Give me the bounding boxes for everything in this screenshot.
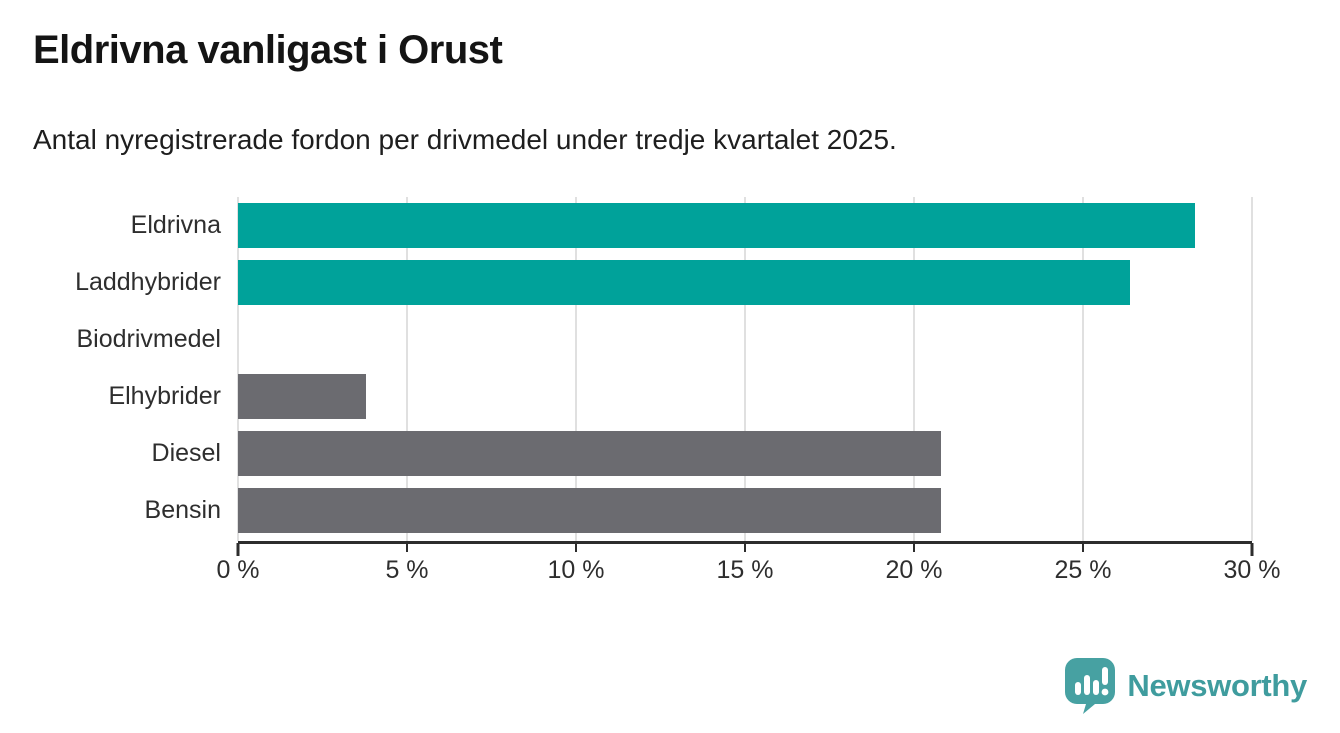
category-label: Laddhybrider <box>75 268 221 296</box>
bar <box>238 488 942 533</box>
chart-row: Biodrivmedel <box>0 317 1252 362</box>
axis-tick <box>1082 543 1084 552</box>
chart-subtitle: Antal nyregistrerade fordon per drivmede… <box>33 124 897 155</box>
bar <box>238 203 1195 248</box>
gridline <box>575 197 577 541</box>
bar-track <box>238 260 1252 305</box>
axis-tick <box>236 543 240 556</box>
gridline <box>1082 197 1084 541</box>
chart-title: Eldrivna vanligast i Orust <box>33 28 503 72</box>
axis-tick <box>1250 543 1254 556</box>
bar-track <box>238 488 1252 533</box>
gridline <box>1251 197 1253 541</box>
newsworthy-logo-icon <box>1065 658 1116 714</box>
chart-row: Elhybrider <box>0 374 1252 419</box>
axis-tick-label: 5 % <box>385 556 429 584</box>
x-axis-line <box>238 541 1252 544</box>
axis-tick-label: 20 % <box>885 556 943 584</box>
category-label: Bensin <box>144 496 221 524</box>
category-label: Eldrivna <box>130 211 221 239</box>
chart-row: Bensin <box>0 488 1252 533</box>
bar <box>238 260 1131 305</box>
chart-row: Eldrivna <box>0 203 1252 248</box>
category-label: Elhybrider <box>108 382 221 410</box>
axis-tick-label: 15 % <box>716 556 774 584</box>
axis-tick-label: 30 % <box>1223 556 1281 584</box>
axis-tick <box>744 543 746 552</box>
chart-row: Diesel <box>0 431 1252 476</box>
bar-track <box>238 431 1252 476</box>
bar <box>238 431 942 476</box>
axis-tick-label: 25 % <box>1054 556 1112 584</box>
bar <box>238 374 367 419</box>
gridlines <box>237 197 1253 541</box>
bar-track <box>238 203 1252 248</box>
axis-tick <box>406 543 408 552</box>
newsworthy-logo-text: Newsworthy <box>1127 667 1307 703</box>
axis-tick-label: 0 % <box>216 556 260 584</box>
category-label: Biodrivmedel <box>76 325 221 353</box>
gridline <box>744 197 746 541</box>
gridline <box>406 197 408 541</box>
bar-track <box>238 317 1252 362</box>
bar-track <box>238 374 1252 419</box>
category-label: Diesel <box>151 439 221 467</box>
axis-tick <box>913 543 915 552</box>
axis-tick <box>575 543 577 552</box>
gridline <box>913 197 915 541</box>
gridline <box>237 197 239 541</box>
chart-row: Laddhybrider <box>0 260 1252 305</box>
chart-rows: Eldrivna Laddhybrider Biodrivmedel Elhybrid… <box>0 203 1252 545</box>
newsworthy-logo: Newsworthy <box>1064 657 1307 714</box>
axis-tick-label: 10 % <box>547 556 605 584</box>
